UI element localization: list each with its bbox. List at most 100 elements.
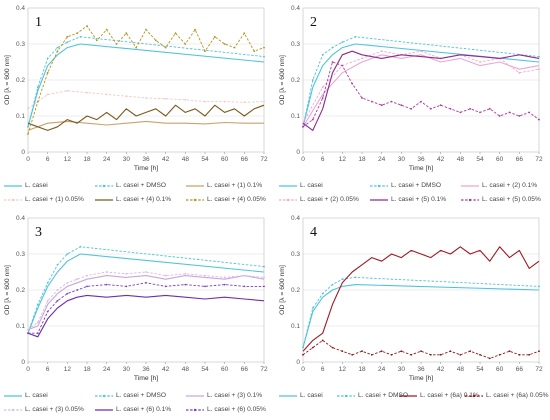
data-point [370, 353, 373, 356]
legend-swatch [186, 394, 204, 397]
chart-svg: 0 0.1 0.2 0.3 0.4 0 6 12 18 24 30 36 42 48 54 60 66 72 Tim… [4, 5, 268, 172]
x-tick-label: 30 [398, 156, 406, 163]
data-point [321, 339, 324, 342]
x-tick-label: 0 [26, 156, 30, 163]
data-point [518, 353, 521, 356]
data-point [46, 57, 49, 60]
series-l-casei-3-0-1 [27, 275, 265, 331]
data-point [27, 328, 29, 331]
chart-panel-1: 0 0.1 0.2 0.3 0.4 0 6 12 18 24 30 36 42 48 54 60 66 72 Tim… [0, 0, 275, 210]
data-point [174, 32, 177, 35]
x-tick-label: 48 [457, 366, 465, 373]
x-tick-label: 60 [221, 156, 229, 163]
legend: L. casei L. casei + DMSO L. casei + (6a) 0… [275, 210, 550, 420]
x-tick-label: 30 [123, 156, 131, 163]
legend-item-l-casei-dmso: L. casei + DMSO [95, 392, 166, 399]
legend-swatch [95, 408, 113, 411]
data-point [439, 104, 442, 107]
legend-item-l-casei-3-0-05: L. casei + (3) 0.05% [4, 406, 84, 413]
legend-item-l-casei-2-0-1: L. casei + (2) 0.1% [461, 182, 537, 189]
series-l-casei-4-0-1 [27, 104, 265, 131]
data-point [263, 100, 265, 103]
data-point [86, 285, 88, 288]
data-point [341, 350, 344, 353]
legend-label: L. casei + (6) 0.05% [207, 406, 266, 413]
legend-swatch [4, 394, 22, 397]
y-tick-label: 0 [296, 359, 300, 366]
data-point [302, 125, 304, 128]
legend-label: L. casei + (2) 0.1% [482, 182, 538, 189]
data-point [331, 46, 334, 49]
data-point [66, 89, 69, 92]
data-point [79, 245, 82, 248]
series-l-casei-6a-0-05 [302, 339, 540, 360]
x-tick-label: 36 [417, 366, 425, 373]
legend-item-l-casei-dmso: L. casei + DMSO [370, 182, 441, 189]
data-point [125, 272, 128, 275]
data-point [135, 46, 138, 49]
data-point [469, 350, 472, 353]
x-tick-label: 36 [142, 366, 150, 373]
data-point [449, 107, 452, 110]
data-point [145, 97, 147, 99]
data-point [302, 353, 304, 356]
data-point [105, 93, 108, 96]
chart-panel-3: 0 0.1 0.2 0.3 0.4 0 6 12 18 24 30 36 42 48 54 60 66 72 Tim… [0, 210, 275, 420]
data-point [508, 111, 511, 114]
data-point [400, 350, 403, 353]
legend: L. casei L. casei + DMSO L. casei + (3) 0.… [0, 210, 275, 420]
data-point [459, 353, 462, 356]
data-point [125, 95, 128, 98]
legend-item-l-casei-3-0-1: L. casei + (3) 0.1% [186, 392, 262, 399]
data-point [263, 55, 265, 58]
data-point [311, 346, 314, 349]
legend-swatch [95, 394, 113, 397]
x-tick-label: 54 [476, 156, 484, 163]
panel-number: 4 [310, 225, 317, 240]
y-axis-title: OD [λ = 600 nm] [279, 265, 286, 315]
legend-label: L. casei [25, 182, 48, 189]
data-point [380, 350, 383, 353]
data-point [56, 289, 59, 291]
x-tick-label: 72 [260, 366, 268, 373]
legend-item-l-casei: L. casei [4, 182, 48, 189]
data-point [46, 281, 49, 284]
legend-item-l-casei-6-0-1: L. casei + (6) 0.1% [95, 406, 171, 413]
x-tick-label: 12 [339, 156, 347, 163]
data-point [420, 350, 422, 353]
series-line [27, 104, 265, 131]
x-tick-label: 24 [103, 366, 111, 373]
data-point [538, 118, 540, 121]
series-l-casei-dmso [302, 276, 540, 349]
series-l-casei [27, 253, 265, 334]
data-point [184, 43, 187, 45]
data-point [321, 86, 324, 89]
data-point [243, 285, 246, 288]
data-point [223, 100, 226, 103]
data-point [223, 43, 226, 45]
data-point [184, 283, 187, 286]
data-point [56, 50, 59, 53]
data-point [538, 350, 540, 353]
x-tick-label: 66 [241, 156, 249, 163]
series-l-casei-5-0-05 [302, 61, 540, 128]
legend-swatch [370, 184, 388, 187]
legend-item-l-casei-4-0-05: L. casei + (4) 0.05% [186, 196, 266, 203]
data-point [429, 353, 432, 356]
y-tick-label: 0.2 [291, 77, 300, 84]
x-tick-label: 0 [301, 366, 305, 373]
y-tick-label: 0.2 [16, 287, 25, 294]
chart-svg: 0 0.1 0.2 0.3 0.4 0 6 12 18 24 30 36 42 48 54 60 66 72 Tim… [279, 5, 543, 172]
chart-panel-4: 0 0.1 0.2 0.3 0.4 0 6 12 18 24 30 36 42 48 54 60 66 72 Tim… [275, 210, 550, 420]
legend-swatch [186, 198, 204, 201]
legend-label: L. casei + (2) 0.05% [300, 196, 359, 203]
data-point [479, 353, 481, 356]
legend-label: L. casei + (4) 0.1% [116, 196, 172, 203]
data-point [66, 281, 69, 284]
data-point [154, 39, 157, 42]
data-point [164, 274, 167, 277]
data-point [243, 32, 246, 35]
y-tick-label: 0.3 [16, 251, 25, 258]
legend-label: L. casei + (6a) 0.1% [420, 392, 479, 399]
x-tick-label: 18 [358, 156, 366, 163]
